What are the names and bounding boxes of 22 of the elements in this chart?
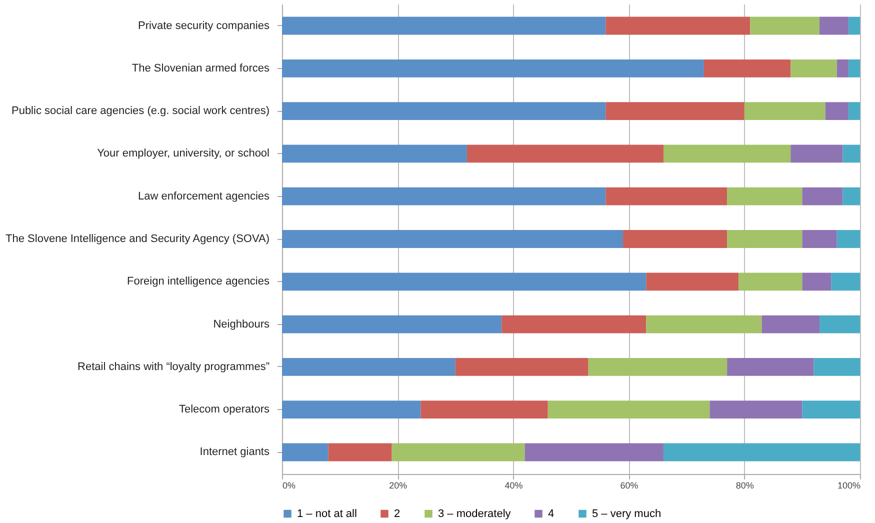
y-tick-label: Your employer, university, or school [97,148,270,160]
y-tick-label: Law enforcement agencies [138,190,270,202]
legend-label: 4 [548,508,554,520]
y-tick-label: The Slovene Intelligence and Security Agency (SOVA) [6,233,270,245]
y-tick-label: Private security companies [138,20,270,32]
y-tick-label: The Slovenian armed forces [132,62,270,74]
legend-label: 5 – very much [592,508,662,520]
x-tick-label: 60% [620,480,638,490]
legend-label: 2 [394,508,400,520]
y-tick-label: Retail chains with “loyalty programmes” [78,360,270,373]
x-tick-label: 20% [389,480,408,490]
y-tick-label: Neighbours [213,318,270,330]
x-tick-label: 80% [736,480,754,490]
legend-label: 1 – not at all [297,508,357,520]
y-tick-label: Telecom operators [179,404,270,416]
y-tick-label: Foreign intelligence agencies [127,276,270,288]
x-tick-label: 100% [837,480,860,490]
x-tick-label: 40% [504,480,523,490]
y-tick-label: Public social care agencies (e.g. social work centres) [11,105,270,118]
x-tick-label: 0% [282,480,296,490]
legend-label: 3 – moderately [438,508,512,520]
y-tick-label: Internet giants [200,446,270,458]
